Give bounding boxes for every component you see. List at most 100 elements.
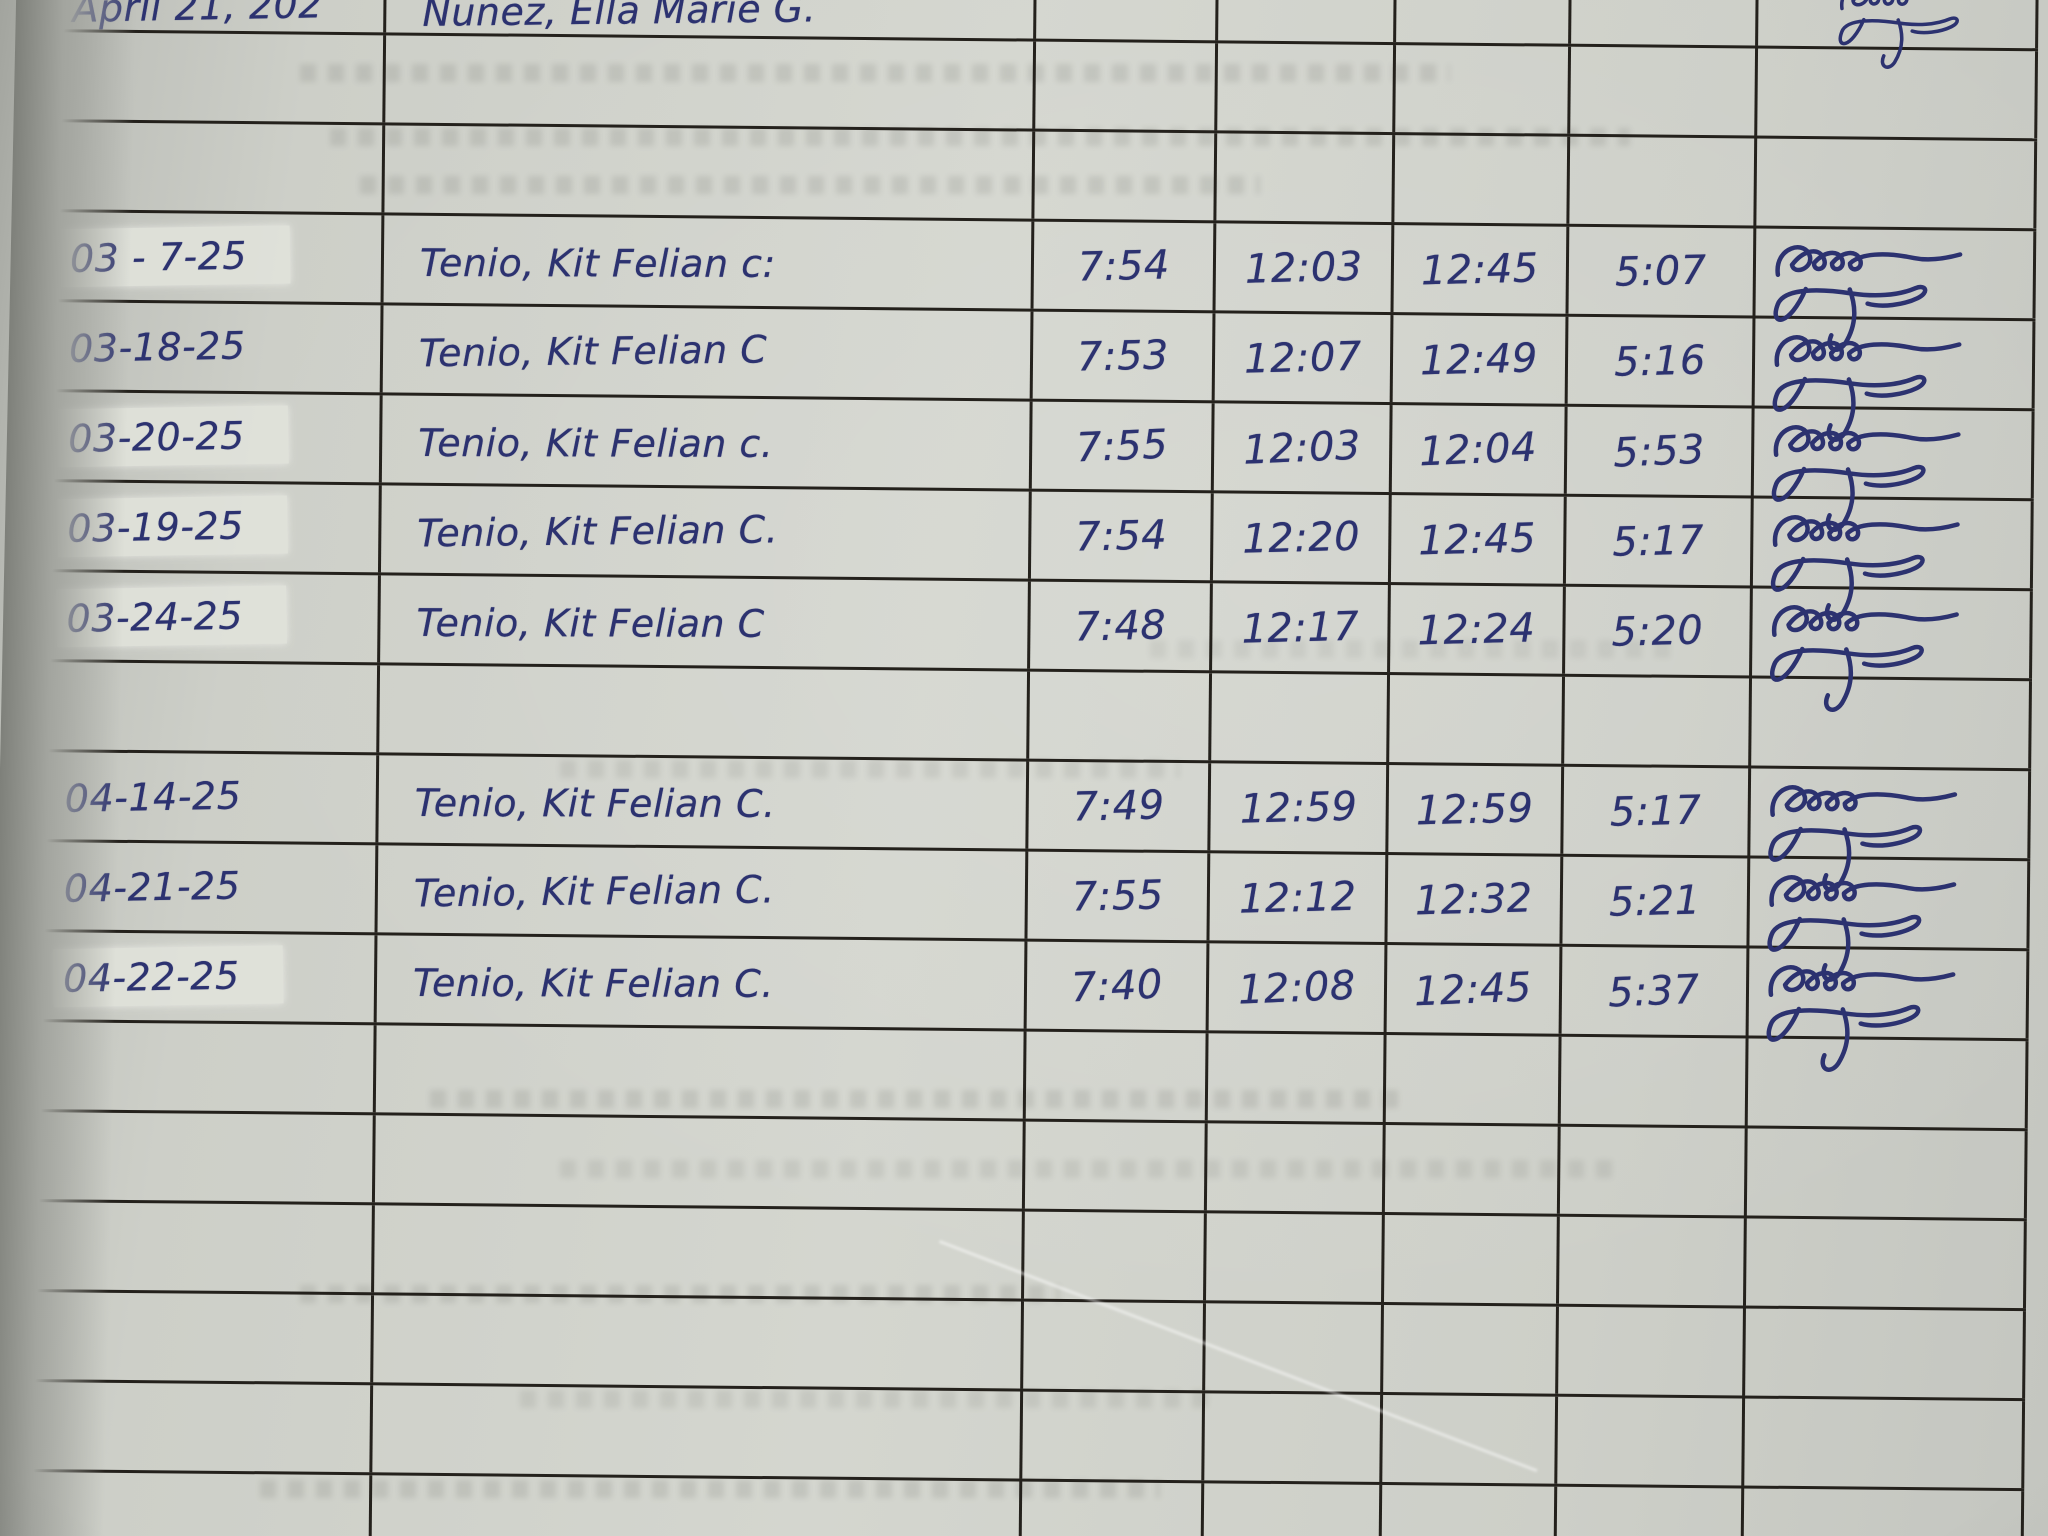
time-out-noon-cell [1206, 1123, 1386, 1213]
time-text-0: 7:55 [1074, 421, 1169, 471]
time-in-am-cell [1021, 1481, 1205, 1536]
name-cell [385, 35, 1037, 129]
signature-cell [1750, 768, 2032, 892]
time-text-1: 12:03 [1241, 422, 1362, 474]
time-out-pm-cell [1557, 1396, 1746, 1486]
time-out-noon-cell [1216, 133, 1396, 223]
name-text: Nunez, Ella Marie G. [422, 0, 817, 35]
time-in-am-cell: 7:48 [1030, 581, 1213, 671]
signature-cell [1749, 858, 2031, 982]
time-in-am-cell [1035, 41, 1219, 131]
time-out-pm-cell [1558, 1306, 1746, 1396]
time-in-am-cell [1025, 1031, 1209, 1121]
time-text-3: 5:07 [1614, 246, 1708, 296]
time-in-am-cell [1023, 1301, 1206, 1391]
name-cell [372, 1385, 1024, 1479]
time-in-noon-cell [1381, 1485, 1558, 1536]
signature-cell [1746, 1128, 2028, 1219]
time-text-1: 12:17 [1240, 603, 1360, 653]
time-in-am-cell: 7:54 [1033, 221, 1217, 311]
time-out-pm-cell [1570, 46, 1759, 136]
signature-cell [1752, 498, 2034, 622]
time-in-noon-cell [1394, 135, 1571, 224]
time-text-1: 12:03 [1243, 243, 1363, 293]
time-text-3: 5:21 [1608, 876, 1702, 926]
time-in-noon-cell [1384, 1125, 1561, 1214]
name-text: Tenio, Kit Felian C. [417, 506, 779, 555]
time-in-am-cell: 7:55 [1027, 851, 1211, 941]
time-text-1: 12:20 [1241, 513, 1361, 563]
time-out-pm-cell [1560, 1036, 1749, 1126]
time-text-3: 5:17 [1611, 516, 1705, 566]
time-out-noon-cell [1204, 1393, 1384, 1483]
time-in-noon-cell: 12:45 [1393, 225, 1570, 314]
time-out-noon-cell: 12:17 [1212, 583, 1391, 673]
table-row: 03-24-25 Tenio, Kit Felian C 7:48 12:17 … [30, 571, 2033, 712]
name-text: Tenio, Kit Felian c: [419, 240, 776, 286]
time-text-1: 12:08 [1236, 962, 1357, 1014]
time-out-noon-cell [1203, 1483, 1383, 1536]
time-text-1: 12:12 [1237, 873, 1357, 923]
time-in-noon-cell [1384, 1215, 1560, 1304]
time-out-pm-cell: 5:17 [1565, 496, 1754, 586]
time-text-0: 7:48 [1073, 601, 1167, 651]
time-out-pm-cell [1564, 676, 1753, 766]
signature-scribble [1770, 605, 1959, 712]
bleed-through-smudge [430, 1090, 1410, 1108]
time-text-0: 7:40 [1069, 960, 1164, 1011]
signature-cell [1753, 408, 2035, 532]
time-in-noon-cell: 12:45 [1390, 495, 1567, 584]
table-row: April 21, 202 Nunez, Ella Marie G. [36, 0, 2039, 69]
time-text-2: 12:45 [1413, 963, 1533, 1015]
time-text-1: 12:59 [1238, 783, 1358, 833]
time-in-noon-cell: 12:24 [1390, 585, 1566, 674]
time-text-0: 7:54 [1076, 241, 1170, 291]
bleed-through-smudge [300, 1285, 1060, 1303]
time-text-3: 5:53 [1612, 426, 1707, 477]
time-in-am-cell [1029, 671, 1213, 761]
time-text-0: 7:55 [1070, 871, 1164, 921]
signature-scribble [1838, 0, 1987, 69]
time-in-noon-cell: 12:49 [1392, 315, 1569, 404]
name-cell: Tenio, Kit Felian C. [376, 935, 1028, 1029]
time-text-3: 5:20 [1610, 606, 1704, 656]
time-out-noon-cell: 12:20 [1212, 493, 1392, 583]
time-out-noon-cell: 12:59 [1210, 763, 1390, 853]
time-text-2: 12:04 [1418, 423, 1539, 475]
time-out-pm-cell [1558, 1216, 1747, 1306]
time-in-am-cell: 7:54 [1030, 491, 1214, 581]
signature-cell [1752, 588, 2033, 712]
time-out-pm-cell [1569, 136, 1758, 226]
bleed-through-smudge [520, 1390, 1220, 1408]
time-out-pm-cell [1556, 1486, 1745, 1536]
name-cell: Tenio, Kit Felian C. [377, 845, 1029, 939]
time-in-noon-cell [1383, 1305, 1559, 1394]
time-out-noon-cell [1211, 673, 1391, 763]
bleed-through-smudge [560, 1160, 1620, 1178]
name-cell [375, 1025, 1027, 1119]
table-row: 04-22-25 Tenio, Kit Felian C. 7:40 12:08… [26, 931, 2030, 1072]
time-text-2: 12:49 [1419, 334, 1539, 384]
time-out-pm-cell: 5:21 [1562, 856, 1751, 946]
time-out-noon-cell [1207, 1033, 1387, 1123]
time-out-noon-cell: 12:08 [1208, 943, 1388, 1033]
time-text-0: 7:53 [1076, 331, 1170, 381]
time-out-noon-cell: 12:03 [1213, 403, 1393, 493]
name-text: Tenio, Kit Felian C. [412, 960, 774, 1006]
time-in-noon-cell: 12:32 [1387, 855, 1564, 944]
time-text-3: 5:17 [1609, 786, 1703, 836]
time-in-am-cell: 7:55 [1031, 401, 1215, 491]
time-in-noon-cell: 12:45 [1386, 945, 1563, 1034]
time-text-3: 5:37 [1607, 966, 1701, 1017]
time-in-am-cell [1024, 1121, 1208, 1211]
bleed-through-smudge [260, 1480, 1160, 1498]
bleed-through-smudge [560, 760, 1180, 778]
bleed-through-smudge [300, 64, 1450, 82]
name-cell [371, 1475, 1023, 1536]
signature-cell [1756, 138, 2038, 229]
name-cell: Tenio, Kit Felian C [380, 575, 1031, 669]
signature-cell [1754, 318, 2036, 442]
time-out-pm-cell [1559, 1126, 1748, 1216]
time-text-2: 12:32 [1414, 874, 1534, 924]
time-text-2: 12:45 [1417, 514, 1537, 564]
